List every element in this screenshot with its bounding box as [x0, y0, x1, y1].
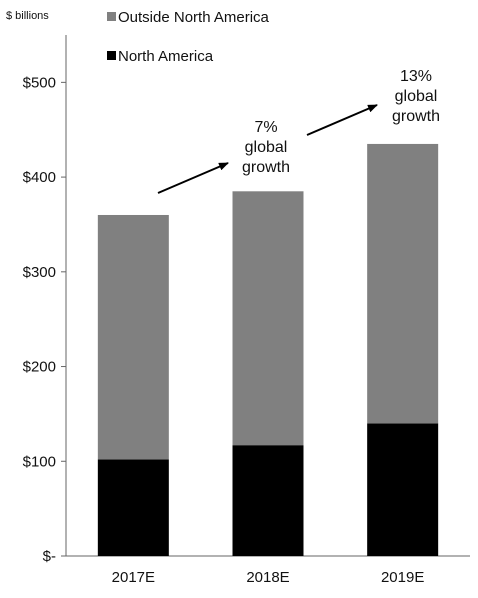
- growth-annotation-text: 7%: [254, 119, 277, 136]
- growth-annotation-text: 13%: [400, 68, 432, 85]
- growth-annotation-text: growth: [392, 108, 440, 125]
- bar-outside-north-america-2018e: [232, 191, 304, 446]
- legend-swatch: [107, 12, 116, 21]
- y-tick-label: $100: [23, 453, 56, 470]
- bar-outside-north-america-2017e: [97, 214, 169, 460]
- bar-north-america-2018e: [232, 445, 304, 556]
- y-tick-label: $-: [43, 548, 56, 565]
- growth-annotation-text: global: [245, 139, 288, 156]
- x-tick-label: 2019E: [381, 569, 424, 586]
- bar-outside-north-america-2019e: [367, 143, 439, 424]
- x-tick-label: 2018E: [246, 569, 289, 586]
- y-unit-label: $ billions: [6, 10, 49, 22]
- y-tick-label: $300: [23, 264, 56, 281]
- y-tick-label: $500: [23, 74, 56, 91]
- y-tick-label: $400: [23, 169, 56, 186]
- growth-arrow: [306, 104, 378, 136]
- growth-annotation-text: growth: [242, 159, 290, 176]
- legend-label: Outside North America: [118, 9, 270, 26]
- bar-north-america-2019e: [367, 423, 439, 556]
- legend-label: North America: [118, 48, 214, 65]
- bar-north-america-2017e: [97, 459, 169, 556]
- x-tick-label: 2017E: [112, 569, 155, 586]
- growth-annotation-text: global: [395, 88, 438, 105]
- growth-arrow: [157, 162, 229, 194]
- y-tick-label: $200: [23, 359, 56, 376]
- legend-swatch: [107, 51, 116, 60]
